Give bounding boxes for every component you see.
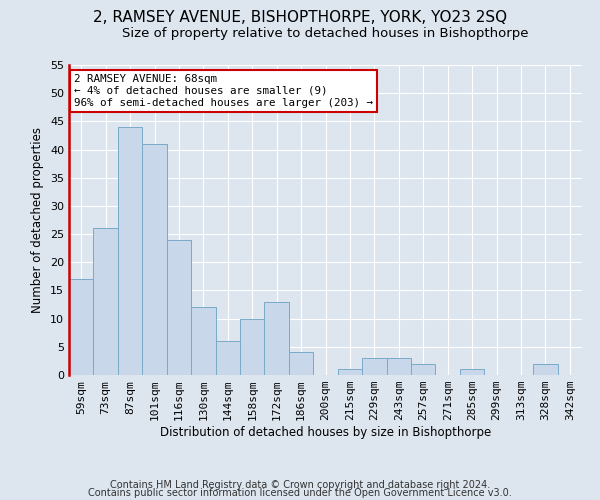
Bar [362, 358, 386, 375]
Bar [167, 240, 191, 375]
Text: Contains HM Land Registry data © Crown copyright and database right 2024.: Contains HM Land Registry data © Crown c… [110, 480, 490, 490]
Bar [240, 318, 265, 375]
Bar [215, 341, 240, 375]
Bar [142, 144, 167, 375]
Bar [191, 308, 215, 375]
Bar [289, 352, 313, 375]
Bar [386, 358, 411, 375]
Bar [118, 127, 142, 375]
Bar [69, 279, 94, 375]
Bar [94, 228, 118, 375]
Text: Contains public sector information licensed under the Open Government Licence v3: Contains public sector information licen… [88, 488, 512, 498]
Text: 2 RAMSEY AVENUE: 68sqm
← 4% of detached houses are smaller (9)
96% of semi-detac: 2 RAMSEY AVENUE: 68sqm ← 4% of detached … [74, 74, 373, 108]
Title: Size of property relative to detached houses in Bishopthorpe: Size of property relative to detached ho… [122, 27, 529, 40]
Bar [338, 370, 362, 375]
Text: 2, RAMSEY AVENUE, BISHOPTHORPE, YORK, YO23 2SQ: 2, RAMSEY AVENUE, BISHOPTHORPE, YORK, YO… [93, 10, 507, 25]
Bar [265, 302, 289, 375]
Bar [460, 370, 484, 375]
X-axis label: Distribution of detached houses by size in Bishopthorpe: Distribution of detached houses by size … [160, 426, 491, 439]
Bar [411, 364, 436, 375]
Bar [533, 364, 557, 375]
Y-axis label: Number of detached properties: Number of detached properties [31, 127, 44, 313]
